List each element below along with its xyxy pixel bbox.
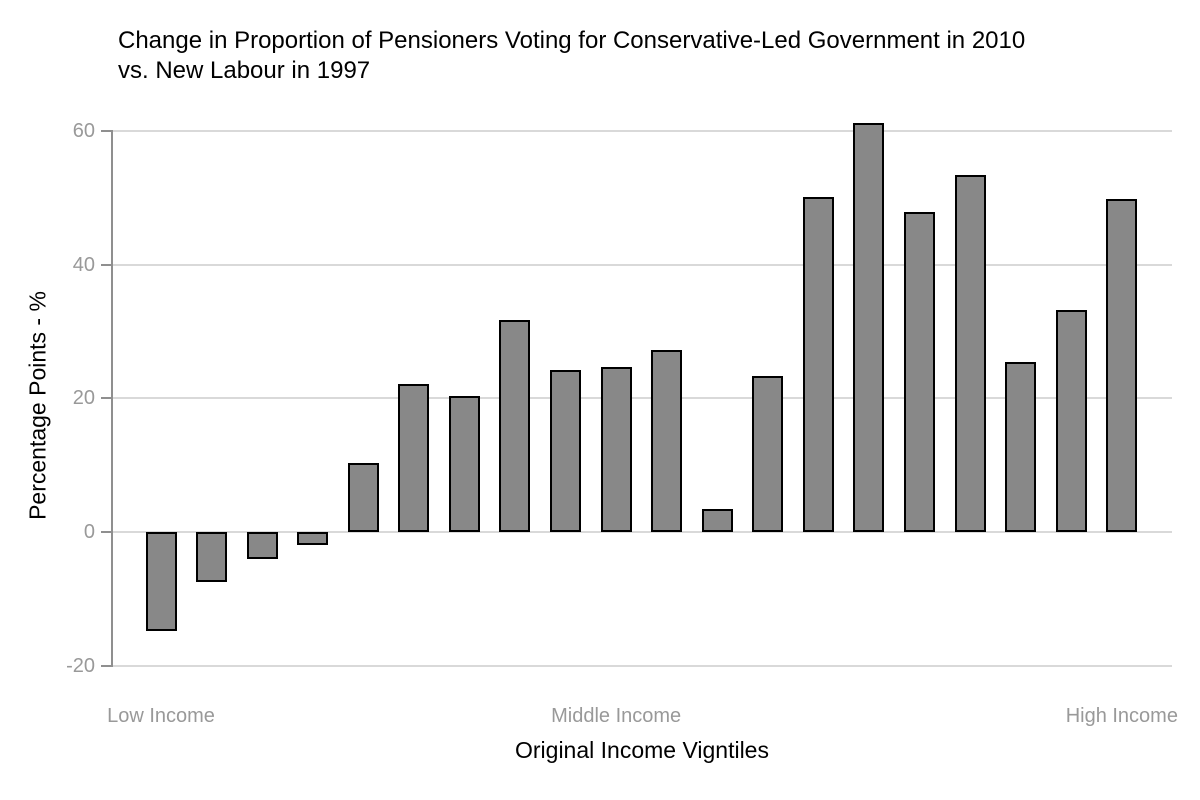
x-tick-label-high-income: High Income: [1065, 705, 1178, 727]
bar-vingtile-3: [246, 532, 278, 560]
y-tick--20: [101, 664, 111, 667]
bar-vingtile-6: [398, 384, 430, 532]
bar-vingtile-2: [196, 532, 228, 583]
bar-vingtile-9: [550, 369, 582, 532]
bar-vingtile-1: [145, 532, 177, 631]
gridline-y-0: [112, 531, 1172, 533]
y-tick-label-60: 60: [72, 120, 95, 143]
bar-vingtile-12: [701, 509, 733, 532]
bar-vingtile-19: [1055, 310, 1087, 532]
bar-vingtile-15: [853, 122, 885, 532]
gridline-y--20: [112, 664, 1172, 667]
chart-title-line-1: Change in Proportion of Pensioners Votin…: [118, 27, 1026, 54]
gridline-y-40: [112, 263, 1172, 266]
y-tick-label-40: 40: [72, 253, 95, 276]
y-tick-60: [101, 130, 111, 133]
bar-vingtile-20: [1106, 199, 1138, 532]
bar-vingtile-17: [954, 175, 986, 532]
y-tick-40: [101, 263, 111, 266]
bar-vingtile-18: [1005, 361, 1037, 532]
gridline-y-60: [112, 130, 1172, 133]
chart-title-line-2: vs. New Labour in 1997: [118, 57, 371, 84]
y-tick-label--20: -20: [66, 654, 95, 677]
bar-vingtile-16: [904, 212, 936, 532]
y-tick-label-20: 20: [72, 387, 95, 410]
y-tick-label-0: 0: [83, 521, 95, 543]
x-tick-label-middle-income: Middle Income: [551, 705, 682, 727]
gridline-y-20: [112, 397, 1172, 400]
bar-vingtile-4: [297, 532, 329, 545]
y-axis-line: [111, 130, 113, 667]
chart-title: Change in Proportion of Pensioners Votin…: [118, 26, 1025, 86]
bar-vingtile-8: [499, 320, 531, 532]
bar-vingtile-11: [651, 349, 683, 532]
bar-vingtile-7: [448, 396, 480, 532]
x-axis-title: Original Income Vigntiles: [515, 737, 769, 763]
y-tick-20: [101, 397, 111, 400]
bar-vingtile-14: [802, 197, 834, 532]
bar-vingtile-5: [347, 463, 379, 532]
bar-vingtile-10: [600, 367, 632, 532]
y-tick-0: [101, 531, 111, 533]
bar-vingtile-13: [752, 376, 784, 532]
x-tick-label-low-income: Low Income: [107, 705, 215, 727]
